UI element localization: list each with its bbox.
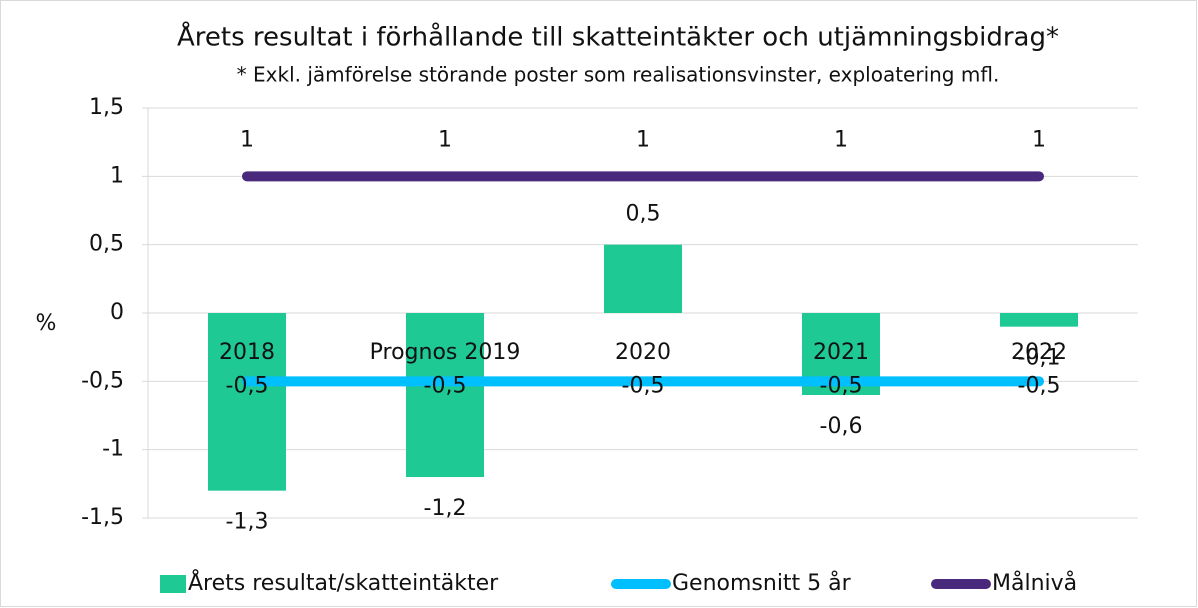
data-label: -0,5 — [1018, 373, 1061, 398]
y-tick-label: 0,5 — [89, 232, 124, 257]
x-tick-label: 2022 — [1011, 340, 1067, 365]
data-label: 1 — [240, 127, 254, 152]
data-label: -0,5 — [820, 373, 863, 398]
x-tick-label: 2018 — [219, 340, 275, 365]
data-label: 1 — [1032, 127, 1046, 152]
y-tick-label: -0,5 — [81, 368, 124, 393]
x-tick-label: 2021 — [813, 340, 869, 365]
legend-swatch — [160, 575, 186, 593]
bar — [208, 313, 286, 491]
y-tick-label: 0 — [110, 300, 124, 325]
legend-label: Målnivå — [992, 570, 1077, 596]
bar — [406, 313, 484, 477]
data-label: 0,5 — [626, 202, 661, 227]
y-tick-label: 1 — [110, 163, 124, 188]
y-tick-label: -1,5 — [81, 505, 124, 530]
x-tick-label: 2020 — [615, 340, 671, 365]
legend-label: Årets resultat/skatteintäkter — [188, 569, 499, 596]
chart-title: Årets resultat i förhållande till skatte… — [177, 21, 1059, 53]
bar — [1000, 313, 1078, 327]
y-axis-label: % — [36, 311, 57, 336]
data-label: 1 — [636, 127, 650, 152]
data-label: 1 — [438, 127, 452, 152]
y-tick-label: -1 — [102, 437, 124, 462]
y-tick-label: 1,5 — [89, 95, 124, 120]
data-label: -1,3 — [226, 510, 269, 535]
data-label: -0,6 — [820, 414, 863, 439]
data-label: -0,5 — [226, 373, 269, 398]
legend-label: Genomsnitt 5 år — [672, 570, 852, 596]
data-label: -0,5 — [622, 373, 665, 398]
data-label: -0,1 — [1018, 346, 1061, 371]
x-tick-label: Prognos 2019 — [370, 340, 521, 365]
data-label: -1,2 — [424, 496, 467, 521]
bar — [604, 244, 682, 313]
data-label: -0,5 — [424, 373, 467, 398]
data-label: 1 — [834, 127, 848, 152]
chart-subtitle: * Exkl. jämförelse störande poster som r… — [237, 63, 1000, 87]
